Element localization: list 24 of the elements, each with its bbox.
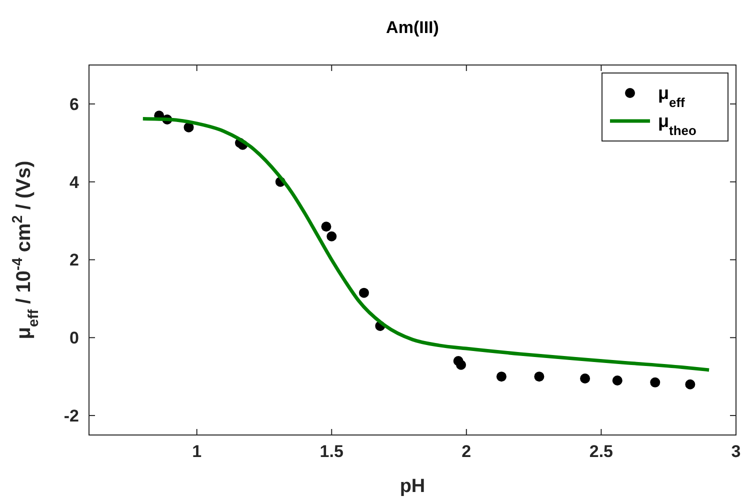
legend-label: μ$_{theo}$ xyxy=(658,111,696,138)
point xyxy=(326,231,337,242)
point xyxy=(534,372,544,382)
point xyxy=(685,379,696,390)
x-tick-label: 1.5 xyxy=(320,442,344,461)
point xyxy=(580,374,590,384)
y-tick-label: 6 xyxy=(70,94,79,114)
x-tick-label: 1 xyxy=(192,442,202,461)
chart-title: Am(III) xyxy=(386,18,439,37)
x-tick-label: 2 xyxy=(462,442,472,461)
point xyxy=(650,377,660,388)
point xyxy=(321,222,332,232)
x-tick-label: 2.5 xyxy=(589,442,614,461)
legend-label: μ$_{eff}$ xyxy=(658,83,686,110)
x-tick-label: 3 xyxy=(731,442,741,461)
point xyxy=(612,375,622,386)
point xyxy=(456,360,466,370)
point xyxy=(496,372,506,382)
point xyxy=(358,288,369,298)
y-tick-label: 4 xyxy=(70,172,80,192)
x-axis-title: pH xyxy=(400,476,426,497)
y-tick-label: 2 xyxy=(70,250,79,270)
y-tick-label: 0 xyxy=(70,328,79,348)
y-tick-label: -2 xyxy=(64,406,79,426)
